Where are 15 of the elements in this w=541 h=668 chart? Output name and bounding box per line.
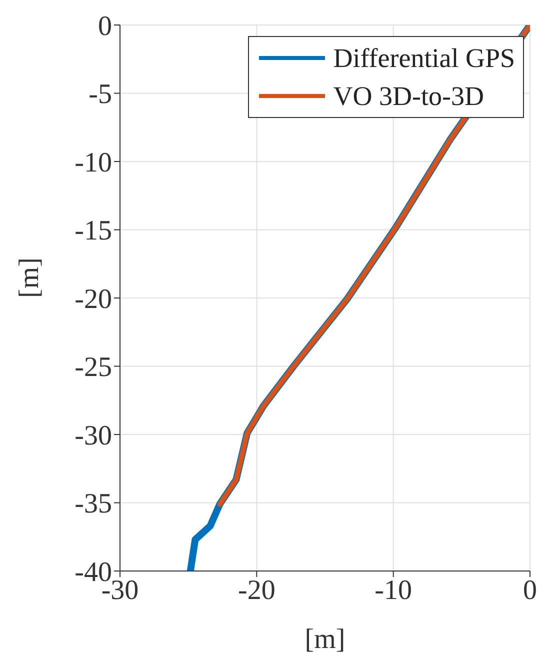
y-tick-label: -20	[74, 284, 112, 315]
y-tick-label: -5	[88, 79, 112, 110]
y-tick-label: -30	[74, 420, 112, 452]
y-axis-title: [m]	[14, 258, 45, 298]
x-tick-label: 0	[523, 574, 537, 606]
x-tick-label: -10	[374, 574, 412, 606]
y-tick-label: -25	[74, 352, 112, 384]
x-tick-label: -20	[238, 574, 276, 606]
x-axis-title: [m]	[304, 624, 346, 655]
legend-label: VO 3D-to-3D	[333, 80, 484, 113]
y-tick-label: -15	[74, 216, 112, 247]
legend-label: Differential GPS	[333, 42, 515, 75]
y-tick-label: 0	[98, 10, 112, 42]
y-tick-label: -10	[74, 147, 112, 178]
y-tick-label: -35	[74, 488, 112, 520]
